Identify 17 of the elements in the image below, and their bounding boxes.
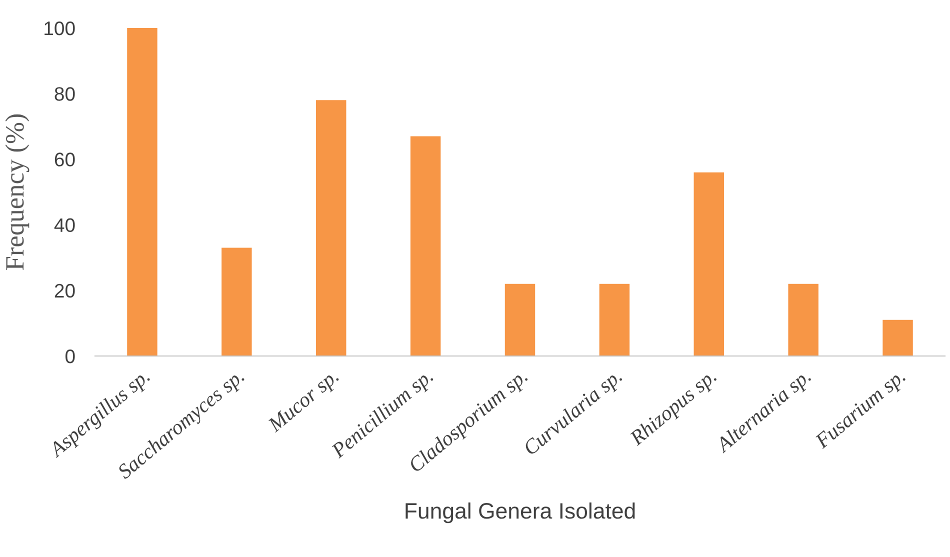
- x-axis-title: Fungal Genera Isolated: [406, 502, 635, 524]
- bar: [599, 284, 630, 356]
- bar: [316, 100, 346, 356]
- bar: [222, 248, 252, 356]
- y-tick-label: 100: [44, 21, 75, 36]
- y-tick-label: 20: [54, 284, 75, 298]
- bar: [882, 320, 913, 356]
- y-tick-label: 0: [66, 349, 75, 364]
- bar: [504, 284, 536, 356]
- y-tick-label: 40: [54, 218, 75, 232]
- y-tick-label: 60: [54, 152, 75, 166]
- bar: [127, 28, 158, 356]
- bar: [410, 136, 441, 356]
- y-axis-title: Frequency (%): [5, 114, 30, 270]
- bar: [694, 172, 724, 356]
- bar: [788, 284, 818, 356]
- y-tick-label: 80: [54, 87, 75, 101]
